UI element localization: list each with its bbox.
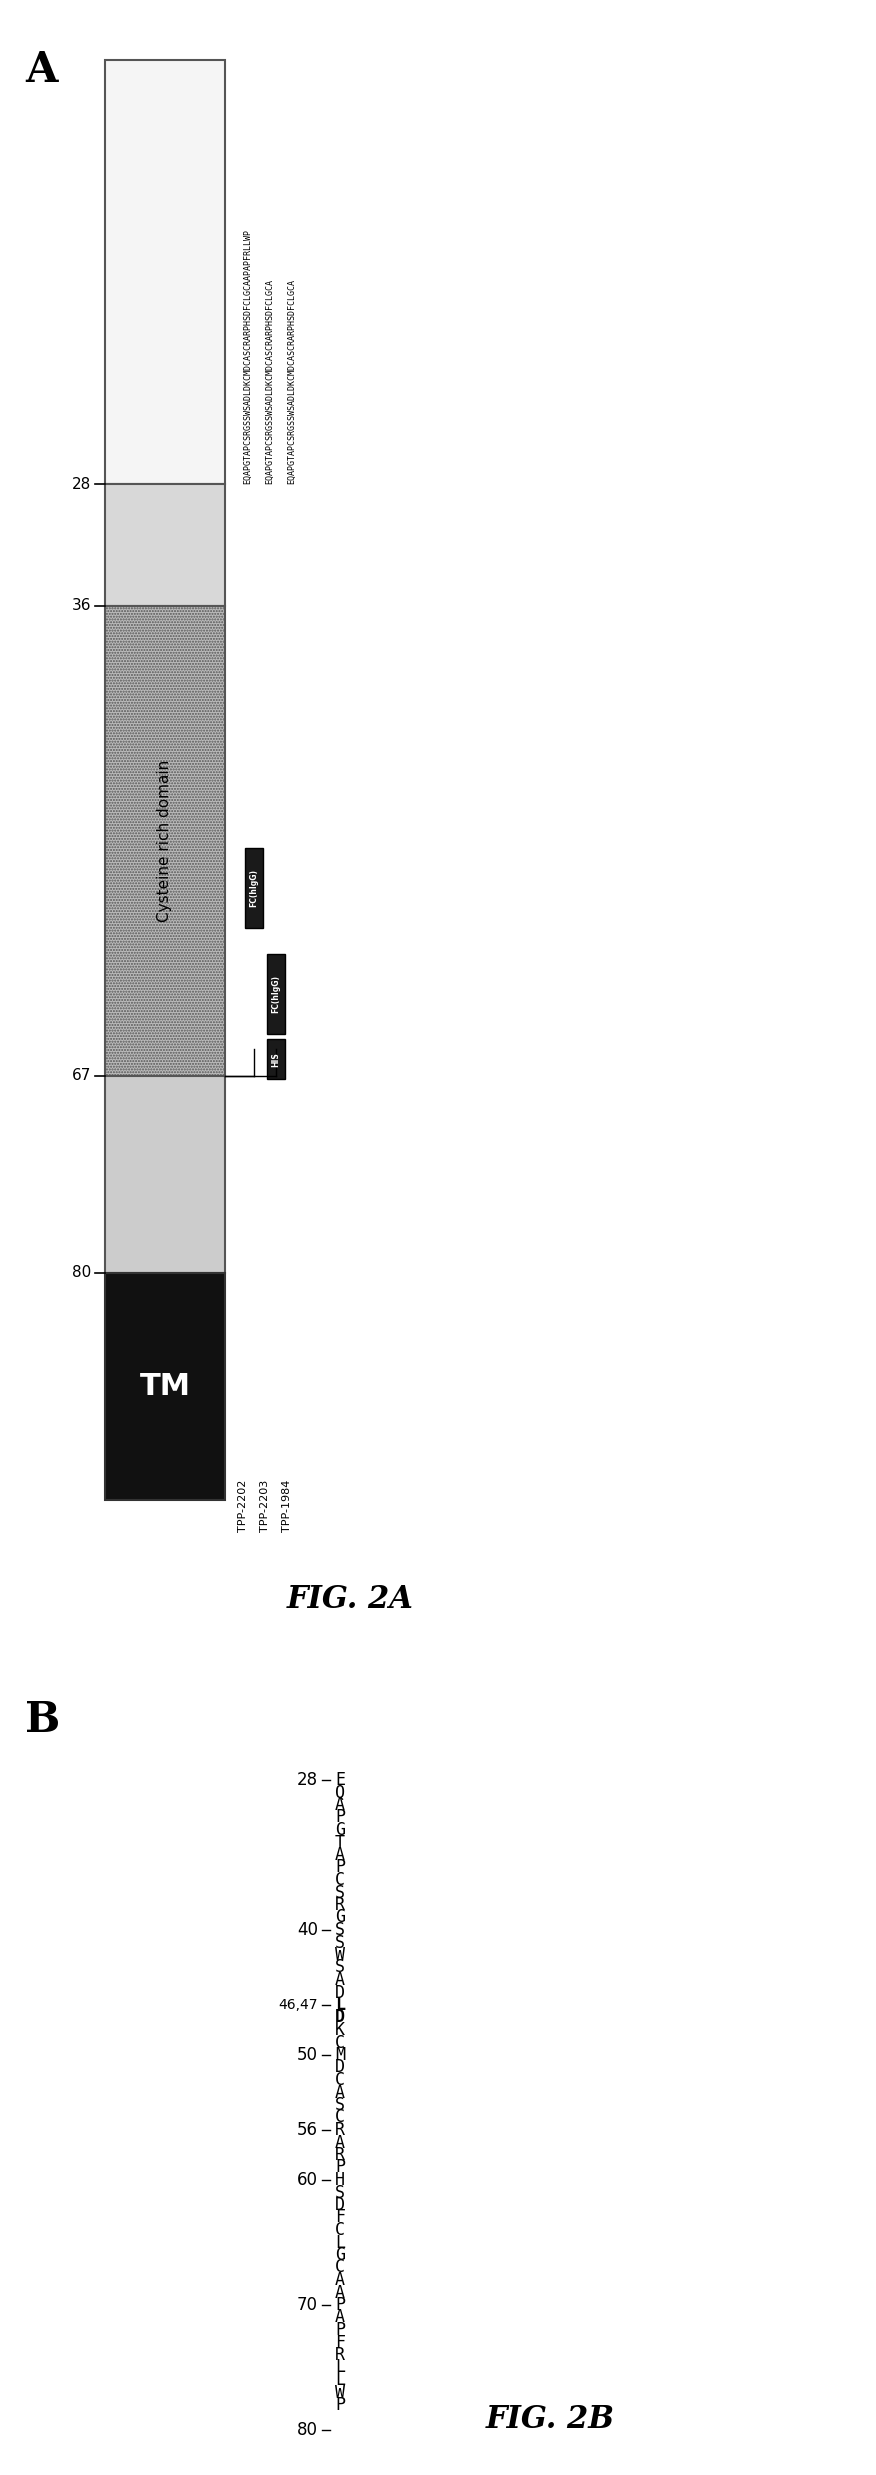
Text: C: C (335, 1871, 345, 1888)
Text: P: P (335, 1809, 345, 1827)
Text: D: D (335, 2195, 345, 2215)
Text: TPP-1984: TPP-1984 (282, 1480, 292, 1532)
Text: R: R (335, 2146, 345, 2163)
Text: R: R (335, 2121, 345, 2138)
Text: P: P (335, 2297, 345, 2314)
Text: D: D (335, 2010, 345, 2027)
Text: G: G (335, 1822, 345, 1839)
Text: Q: Q (335, 1784, 345, 1802)
Text: FIG. 2B: FIG. 2B (485, 2406, 614, 2435)
Bar (105, 59, 225, 485)
Text: C: C (335, 2072, 345, 2089)
Text: K: K (335, 2022, 345, 2039)
Text: B: B (25, 1698, 60, 1740)
Bar (245, 849, 263, 928)
Text: S: S (335, 1958, 345, 1978)
Text: 50: 50 (297, 2047, 318, 2064)
Text: C: C (335, 2220, 345, 2240)
Text: L: L (335, 2232, 345, 2252)
Text: C: C (335, 2109, 345, 2126)
Text: S: S (335, 1883, 345, 1901)
Text: A: A (335, 1797, 345, 1814)
Text: S: S (335, 2183, 345, 2200)
Text: T: T (335, 1834, 345, 1851)
Text: FC(hIgG): FC(hIgG) (250, 869, 258, 908)
Text: W: W (335, 2383, 345, 2401)
Text: M: M (335, 2047, 345, 2064)
Bar (267, 955, 285, 1035)
Text: 28: 28 (72, 478, 91, 493)
Text: A: A (335, 1970, 345, 1990)
Text: HIS: HIS (272, 1052, 280, 1067)
Text: FIG. 2A: FIG. 2A (286, 1584, 413, 1616)
Text: 46,47: 46,47 (279, 1997, 318, 2012)
Text: P: P (335, 1859, 345, 1876)
Text: L: L (335, 1995, 345, 2015)
Bar (105, 606, 225, 1077)
Text: D: D (335, 2059, 345, 2077)
Text: A: A (335, 1846, 345, 1864)
Text: F: F (335, 2208, 345, 2228)
Text: 80: 80 (297, 2421, 318, 2438)
Text: L: L (335, 2371, 345, 2388)
Text: R: R (335, 1896, 345, 1913)
Text: 60: 60 (297, 2171, 318, 2188)
Text: G: G (335, 1908, 345, 1926)
Text: TPP-2202: TPP-2202 (238, 1480, 248, 1532)
Text: R: R (335, 2346, 345, 2364)
Text: A: A (25, 50, 57, 92)
Text: F: F (335, 2334, 345, 2351)
Text: P: P (335, 2396, 345, 2413)
Text: G: G (335, 2245, 345, 2265)
Text: W: W (335, 1945, 345, 1965)
Text: H: H (335, 2171, 345, 2188)
Text: C: C (335, 2034, 345, 2052)
Bar (105, 485, 225, 606)
Text: 36: 36 (72, 599, 91, 614)
Text: A: A (335, 2284, 345, 2302)
Text: D: D (335, 1982, 345, 2002)
Text: S: S (335, 1921, 345, 1938)
Text: A: A (335, 2084, 345, 2101)
Text: EQAPGTAPCSRGSSWSADLDKCMDCASCRARPHSDFCLGCA: EQAPGTAPCSRGSSWSADLDKCMDCASCRARPHSDFCLGC… (265, 280, 274, 485)
Text: P: P (335, 2158, 345, 2176)
Text: C: C (335, 2260, 345, 2277)
Text: TM: TM (139, 1371, 191, 1401)
Text: 28: 28 (297, 1772, 318, 1789)
Text: Cysteine rich domain: Cysteine rich domain (158, 760, 173, 921)
Text: A: A (335, 2133, 345, 2151)
Text: EQAPGTAPCSRGSSWSADLDKCMDCASCRARPHSDFCLGCAAPAPFRLLWP: EQAPGTAPCSRGSSWSADLDKCMDCASCRARPHSDFCLGC… (243, 230, 252, 485)
Bar (105, 1272, 225, 1500)
Text: S: S (335, 1933, 345, 1950)
Text: A: A (335, 2309, 345, 2326)
Bar (267, 1040, 285, 1079)
Text: 40: 40 (297, 1921, 318, 1938)
Text: E: E (335, 1772, 345, 1789)
Text: 56: 56 (297, 2121, 318, 2138)
Text: 67: 67 (72, 1069, 91, 1084)
Text: L: L (335, 2359, 345, 2376)
Text: EQAPGTAPCSRGSSWSADLDKCMDCASCRARPHSDFCLGCA: EQAPGTAPCSRGSSWSADLDKCMDCASCRARPHSDFCLGC… (287, 280, 296, 485)
Text: A: A (335, 2272, 345, 2289)
Text: P: P (335, 2322, 345, 2339)
Text: 70: 70 (297, 2297, 318, 2314)
Bar (105, 1077, 225, 1272)
Text: FC(hIgG): FC(hIgG) (272, 975, 280, 1012)
Text: 80: 80 (72, 1265, 91, 1280)
Text: S: S (335, 2096, 345, 2114)
Text: TPP-2203: TPP-2203 (260, 1480, 270, 1532)
